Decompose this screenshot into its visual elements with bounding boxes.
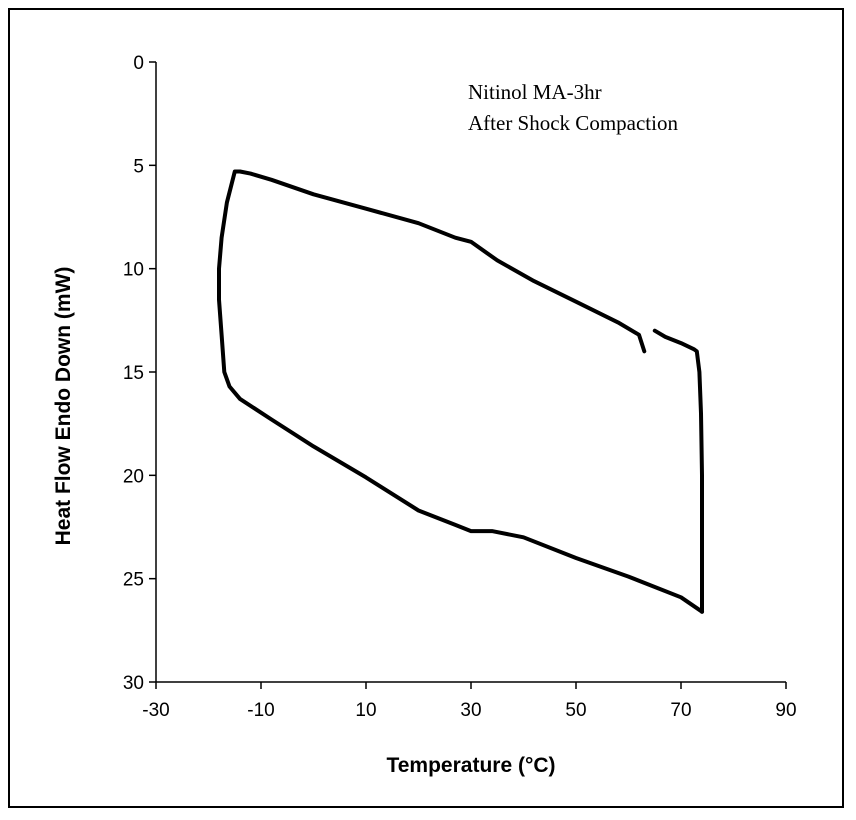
series-line-cooling (652, 328, 704, 614)
x-tick-label: -30 (142, 700, 169, 721)
x-tick-label: -10 (247, 700, 274, 721)
y-tick-label: 10 (123, 260, 144, 281)
series-line-heating (217, 169, 704, 614)
y-tick-label: 25 (123, 570, 144, 591)
x-tick-label: 50 (565, 700, 586, 721)
y-tick-label: 15 (123, 363, 144, 384)
y-tick-label: 30 (123, 673, 144, 694)
y-tick-label: 5 (133, 156, 144, 177)
x-tick-label: 30 (460, 700, 481, 721)
x-axis-title: Temperature (°C) (386, 754, 555, 777)
annotation-line-2: After Shock Compaction (468, 111, 678, 135)
chart-canvas: 0 5 10 15 20 25 30 -30 -10 10 30 50 70 90 Nitinol MA-… (52, 53, 797, 777)
y-tick-label: 20 (123, 466, 144, 487)
chart-frame: 0 5 10 15 20 25 30 -30 -10 10 30 50 70 90 Nitinol MA-… (8, 8, 844, 808)
y-tick-label: 0 (133, 53, 144, 74)
x-tick-label: 90 (775, 700, 796, 721)
x-tick-label: 70 (670, 700, 691, 721)
y-axis-title: Heat Flow Endo Down (mW) (52, 267, 75, 546)
x-tick-label: 10 (355, 700, 376, 721)
plot-area: 0 5 10 15 20 25 30 -30 -10 10 30 50 70 90 (123, 53, 797, 721)
annotation-line-1: Nitinol MA-3hr (468, 80, 602, 104)
